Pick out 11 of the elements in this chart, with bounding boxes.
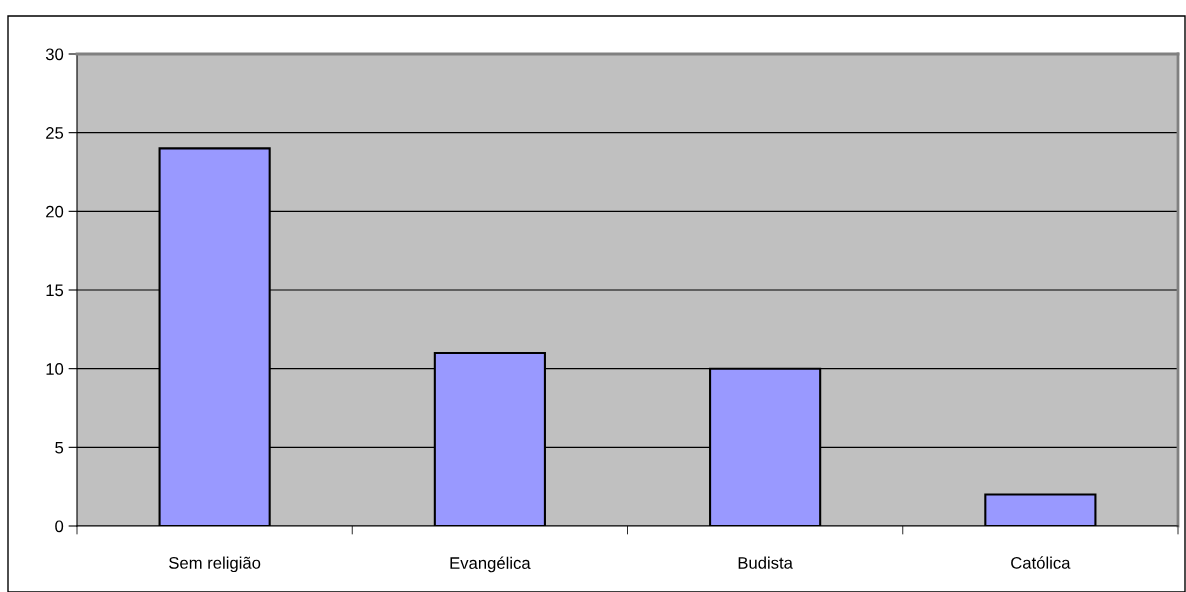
x-tick-label: Evangélica — [450, 556, 531, 573]
y-tick-label: 30 — [45, 48, 64, 61]
x-tick-label: Budista — [738, 556, 793, 569]
y-tick-label: 0 — [55, 520, 64, 533]
x-tick-label: Sem religião — [169, 556, 261, 573]
y-tick-label: 10 — [46, 363, 64, 375]
x-tick-label: Católica — [1011, 556, 1071, 569]
y-tick-label: 25 — [46, 127, 64, 139]
y-tick-label: 5 — [55, 441, 64, 454]
y-tick-label: 15 — [46, 284, 64, 297]
y-tick-label: 20 — [46, 205, 64, 218]
